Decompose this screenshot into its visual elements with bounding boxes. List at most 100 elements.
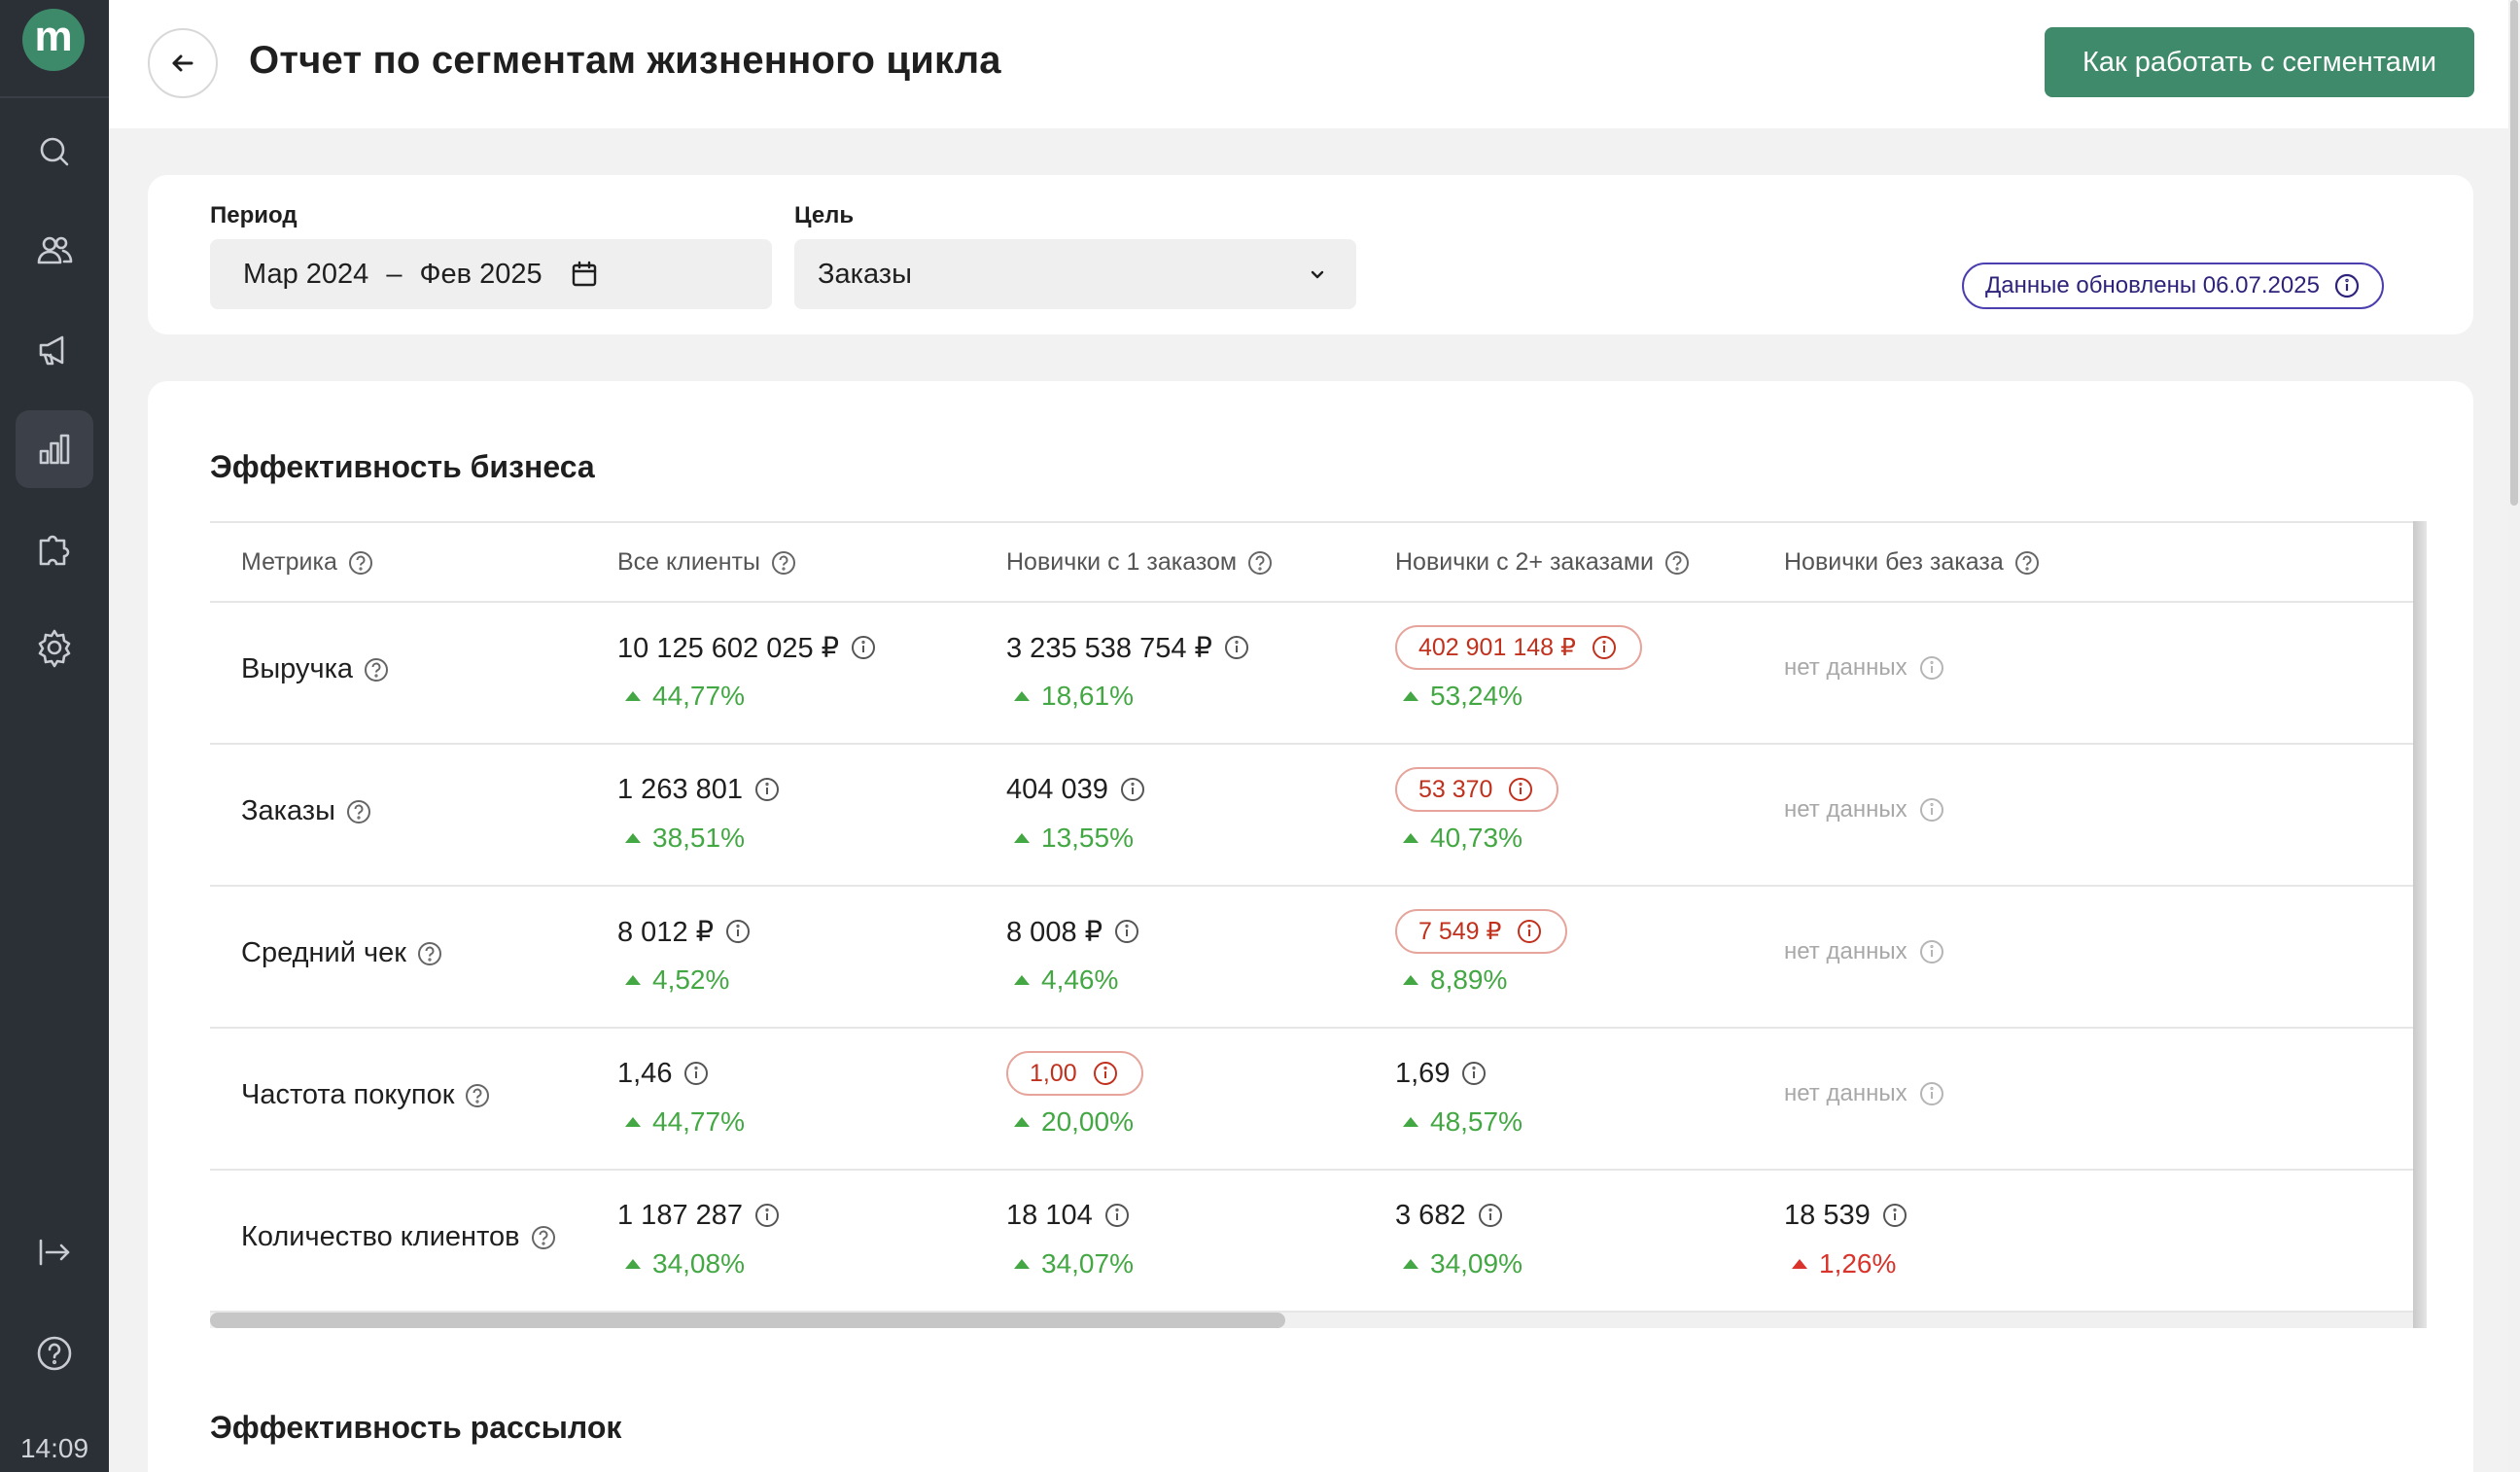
- cell-value: 3 235 538 754 ₽: [1006, 626, 1251, 669]
- info-icon[interactable]: [1917, 795, 1946, 824]
- question-icon[interactable]: [1246, 549, 1274, 577]
- cell-value: 1 187 287: [617, 1194, 782, 1237]
- question-icon[interactable]: [530, 1224, 557, 1251]
- sidebar-item-help[interactable]: [16, 1314, 93, 1392]
- business-table: Метрика Все клиенты Новички с 1 заказом …: [210, 521, 2413, 1313]
- metric-name: Выручка: [241, 653, 390, 685]
- sidebar-item-integrations[interactable]: [16, 509, 93, 587]
- question-icon[interactable]: [363, 656, 390, 683]
- column-header: Новички с 2+ заказами: [1395, 548, 1691, 577]
- info-icon[interactable]: [1880, 1201, 1909, 1230]
- metric-cell: 7 549 ₽ 8,89%: [1395, 909, 1568, 999]
- info-icon[interactable]: [849, 633, 878, 662]
- trend-up-icon: [1403, 975, 1418, 985]
- sidebar-divider: [0, 96, 109, 98]
- calendar-icon: [572, 261, 596, 287]
- warning-value-chip[interactable]: 7 549 ₽: [1395, 909, 1568, 954]
- trend-up-icon: [1403, 691, 1418, 701]
- trend-up-icon: [1014, 1259, 1030, 1269]
- delta-value: 4,46%: [1006, 961, 1141, 999]
- back-button[interactable]: [148, 28, 218, 98]
- logo[interactable]: m: [22, 9, 85, 71]
- warning-value-chip[interactable]: 402 901 148 ₽: [1395, 625, 1642, 670]
- no-data-cell: нет данных: [1784, 1079, 1946, 1108]
- metric-cell: 3 682 34,09%: [1395, 1194, 1522, 1283]
- goal-label: Цель: [794, 202, 855, 228]
- period-label: Период: [210, 202, 298, 228]
- sidebar-item-logout[interactable]: [16, 1213, 93, 1291]
- goal-select[interactable]: Заказы: [794, 239, 1356, 309]
- segments-help-button[interactable]: Как работать с сегментами: [2045, 27, 2474, 97]
- info-icon[interactable]: [1476, 1201, 1505, 1230]
- info-icon[interactable]: [1917, 1079, 1946, 1108]
- question-icon[interactable]: [416, 940, 443, 967]
- info-icon[interactable]: [752, 1201, 782, 1230]
- question-icon[interactable]: [2013, 549, 2041, 577]
- table-scrollbar[interactable]: [210, 1313, 1285, 1328]
- help-icon: [37, 1336, 72, 1371]
- trend-up-icon: [625, 691, 641, 701]
- info-icon[interactable]: [682, 1059, 711, 1088]
- sidebar-item-clients[interactable]: [16, 212, 93, 290]
- warning-value-chip[interactable]: 53 370: [1395, 767, 1559, 812]
- trend-up-icon: [1014, 1117, 1030, 1127]
- business-section-title: Эффективность бизнеса: [210, 449, 595, 484]
- metric-name: Количество клиентов: [241, 1221, 557, 1253]
- sidebar-item-search[interactable]: [16, 113, 93, 191]
- puzzle-icon: [39, 535, 70, 566]
- search-icon: [40, 137, 69, 166]
- trend-up-icon: [625, 1117, 641, 1127]
- bar-chart-icon: [39, 434, 70, 465]
- info-icon[interactable]: [1102, 1201, 1132, 1230]
- chevron-down-icon: [1311, 270, 1324, 279]
- trend-up-icon: [1403, 1259, 1418, 1269]
- trend-up-icon: [1014, 691, 1030, 701]
- question-icon[interactable]: [770, 549, 797, 577]
- info-icon: [1515, 917, 1544, 946]
- sidebar-item-settings[interactable]: [16, 609, 93, 686]
- cell-value: 1,69: [1395, 1052, 1522, 1095]
- cell-value: 8 012 ₽: [617, 910, 752, 953]
- info-icon[interactable]: [723, 917, 752, 946]
- report-card: Эффективность бизнеса Метрика Все клиент…: [148, 381, 2473, 1472]
- page-scrollbar[interactable]: [2510, 0, 2518, 506]
- metric-name: Средний чек: [241, 937, 443, 969]
- warning-value-chip[interactable]: 1,00: [1006, 1051, 1143, 1096]
- cell-value: 3 682: [1395, 1194, 1522, 1237]
- delta-value: 34,08%: [617, 1244, 782, 1283]
- question-icon[interactable]: [464, 1082, 491, 1109]
- data-updated-badge[interactable]: Данные обновлены 06.07.2025: [1962, 263, 2384, 309]
- info-icon[interactable]: [752, 775, 782, 804]
- column-header: Метрика: [241, 548, 374, 577]
- metric-cell: 402 901 148 ₽ 53,24%: [1395, 625, 1642, 716]
- cell-value: 18 104: [1006, 1194, 1134, 1237]
- sidebar-item-campaigns[interactable]: [16, 311, 93, 389]
- column-header: Новички без заказа: [1784, 548, 2041, 577]
- delta-value: 40,73%: [1395, 819, 1558, 858]
- info-icon[interactable]: [1118, 775, 1147, 804]
- info-icon[interactable]: [1917, 653, 1946, 683]
- trend-up-icon: [1403, 833, 1418, 843]
- info-icon: [1091, 1059, 1120, 1088]
- info-icon[interactable]: [1459, 1059, 1488, 1088]
- users-icon: [37, 236, 73, 264]
- info-icon[interactable]: [1112, 917, 1141, 946]
- question-icon[interactable]: [1663, 549, 1691, 577]
- no-data-cell: нет данных: [1784, 795, 1946, 824]
- period-picker[interactable]: Мар 2024 – Фев 2025: [210, 239, 772, 309]
- cell-value: 404 039: [1006, 768, 1147, 811]
- question-icon[interactable]: [347, 549, 374, 577]
- cell-value: 1,46: [617, 1052, 745, 1095]
- question-icon[interactable]: [345, 798, 372, 825]
- metric-cell: 1,00 20,00%: [1006, 1051, 1143, 1141]
- info-icon[interactable]: [1917, 937, 1946, 966]
- sidebar-item-reports[interactable]: [16, 410, 93, 488]
- metric-cell: 8 008 ₽ 4,46%: [1006, 910, 1141, 999]
- clock: 14:09: [19, 1433, 89, 1463]
- trend-up-icon: [625, 833, 641, 843]
- cell-value: 10 125 602 025 ₽: [617, 626, 878, 669]
- delta-value: 53,24%: [1395, 677, 1642, 716]
- data-updated-text: Данные обновлены 06.07.2025: [1985, 272, 2320, 298]
- page-header: Отчет по сегментам жизненного цикла Как …: [109, 0, 2520, 128]
- info-icon[interactable]: [1222, 633, 1251, 662]
